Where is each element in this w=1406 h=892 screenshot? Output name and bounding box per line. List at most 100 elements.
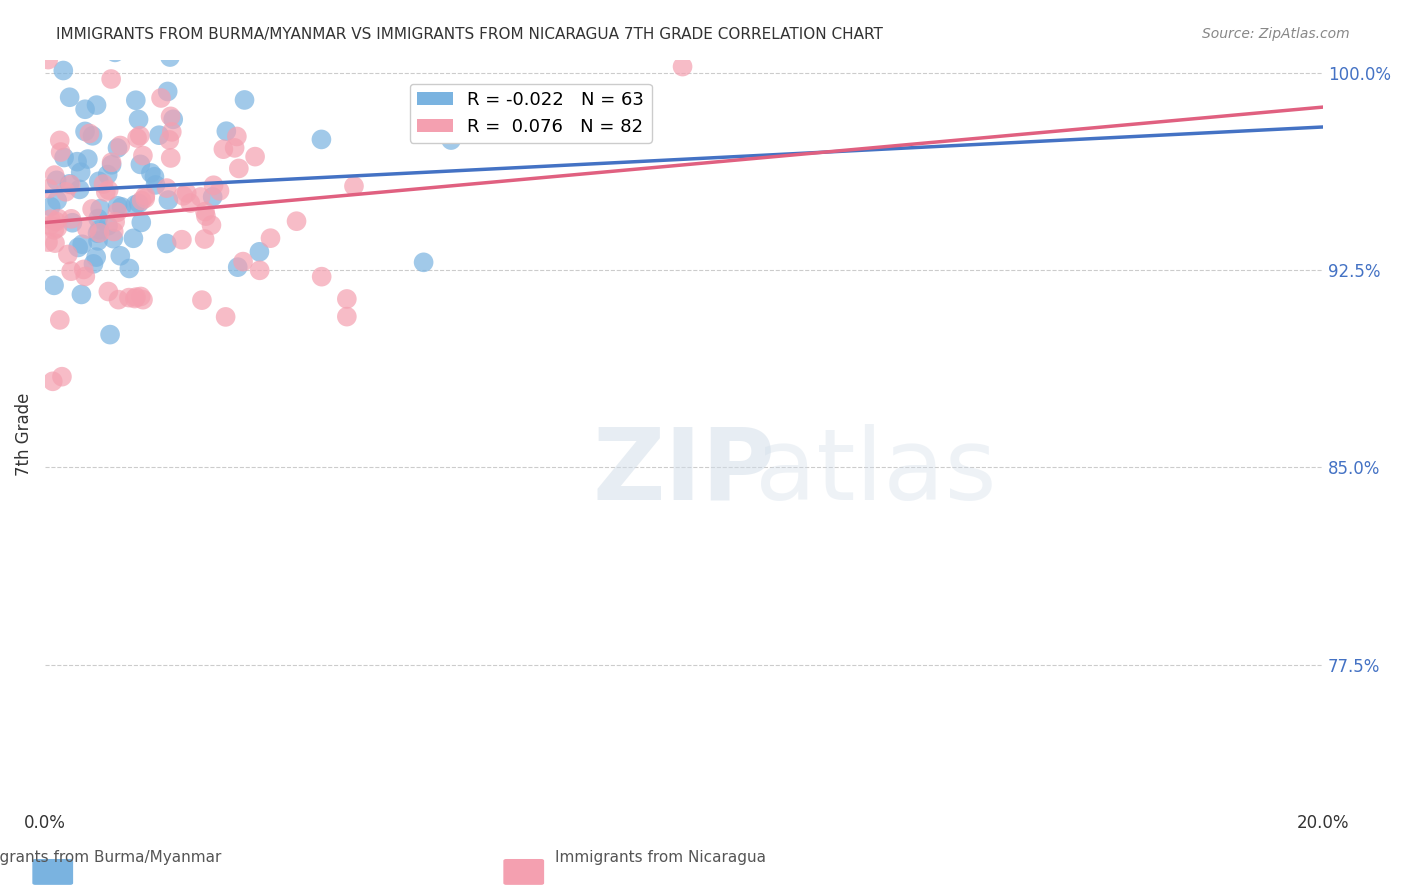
Point xyxy=(52,63,75,78)
Point xyxy=(97,219,120,233)
Point xyxy=(42,374,65,388)
Point xyxy=(100,72,122,87)
Point xyxy=(200,218,222,232)
Point xyxy=(97,183,120,197)
Point xyxy=(157,133,180,147)
Point xyxy=(118,261,141,276)
Point xyxy=(129,289,152,303)
Point xyxy=(170,233,193,247)
Point xyxy=(98,327,121,342)
Point xyxy=(285,214,308,228)
Point xyxy=(87,174,110,188)
Point xyxy=(249,263,271,277)
Point xyxy=(311,269,333,284)
Point xyxy=(86,226,108,240)
Point xyxy=(46,221,69,235)
Point xyxy=(162,112,184,127)
Point xyxy=(94,185,117,199)
Point xyxy=(87,234,110,248)
Point xyxy=(103,232,125,246)
Point xyxy=(111,200,134,214)
Point xyxy=(49,145,72,159)
Point xyxy=(39,219,62,233)
Point xyxy=(122,231,145,245)
Legend: R = -0.022   N = 63, R =  0.076   N = 82: R = -0.022 N = 63, R = 0.076 N = 82 xyxy=(409,84,651,143)
Point xyxy=(134,188,156,202)
Point xyxy=(215,124,238,138)
Point xyxy=(46,194,69,208)
Point xyxy=(56,247,79,261)
Point xyxy=(129,215,152,229)
Point xyxy=(150,91,173,105)
Point xyxy=(143,169,166,184)
Point xyxy=(208,184,231,198)
Point xyxy=(69,165,91,179)
Point xyxy=(249,244,271,259)
Point xyxy=(156,236,179,251)
Point xyxy=(128,196,150,211)
Point xyxy=(44,236,66,251)
Point xyxy=(60,211,83,226)
Point xyxy=(226,260,249,275)
Point xyxy=(201,190,224,204)
Point xyxy=(82,257,104,271)
Point xyxy=(132,148,155,162)
Point xyxy=(66,154,89,169)
Point xyxy=(89,226,111,240)
Text: Immigrants from Nicaragua: Immigrants from Nicaragua xyxy=(555,850,766,865)
Point xyxy=(53,151,76,165)
Point xyxy=(93,177,115,191)
Point xyxy=(202,178,225,193)
Point xyxy=(49,313,72,327)
Point xyxy=(60,264,83,278)
Point xyxy=(232,254,254,268)
Text: atlas: atlas xyxy=(755,424,997,521)
Point xyxy=(124,292,146,306)
Point xyxy=(194,209,217,223)
Point xyxy=(55,185,77,199)
Point xyxy=(159,151,181,165)
Point xyxy=(259,231,281,245)
Point xyxy=(37,235,59,249)
Point xyxy=(139,166,162,180)
Point xyxy=(233,93,256,107)
Point xyxy=(97,285,120,299)
Point xyxy=(190,190,212,204)
Point xyxy=(62,216,84,230)
Point xyxy=(103,225,125,239)
Point xyxy=(69,182,91,196)
Point xyxy=(212,142,235,156)
Point xyxy=(172,189,194,203)
Point xyxy=(156,85,179,99)
Point xyxy=(125,290,148,304)
Point xyxy=(156,181,179,195)
Point xyxy=(336,292,359,306)
Point xyxy=(179,196,201,211)
Y-axis label: 7th Grade: 7th Grade xyxy=(15,392,32,476)
Point xyxy=(132,293,155,307)
Point xyxy=(58,177,80,191)
Point xyxy=(67,240,90,254)
Point xyxy=(336,310,359,324)
Point xyxy=(44,168,66,182)
Point xyxy=(343,179,366,194)
Point xyxy=(107,293,129,307)
Point xyxy=(110,138,132,153)
Point xyxy=(70,287,93,301)
Text: Source: ZipAtlas.com: Source: ZipAtlas.com xyxy=(1202,27,1350,41)
Point xyxy=(129,157,152,171)
Point xyxy=(51,369,73,384)
Point xyxy=(228,161,250,176)
Point xyxy=(89,202,111,216)
Point xyxy=(128,128,150,143)
Point xyxy=(671,60,693,74)
Point xyxy=(104,45,127,60)
Point xyxy=(157,193,180,207)
Point xyxy=(412,255,434,269)
Point xyxy=(225,129,247,144)
Text: IMMIGRANTS FROM BURMA/MYANMAR VS IMMIGRANTS FROM NICARAGUA 7TH GRADE CORRELATION: IMMIGRANTS FROM BURMA/MYANMAR VS IMMIGRA… xyxy=(56,27,883,42)
Point xyxy=(125,131,148,145)
Point xyxy=(214,310,236,324)
Point xyxy=(131,194,153,208)
Point xyxy=(107,199,129,213)
